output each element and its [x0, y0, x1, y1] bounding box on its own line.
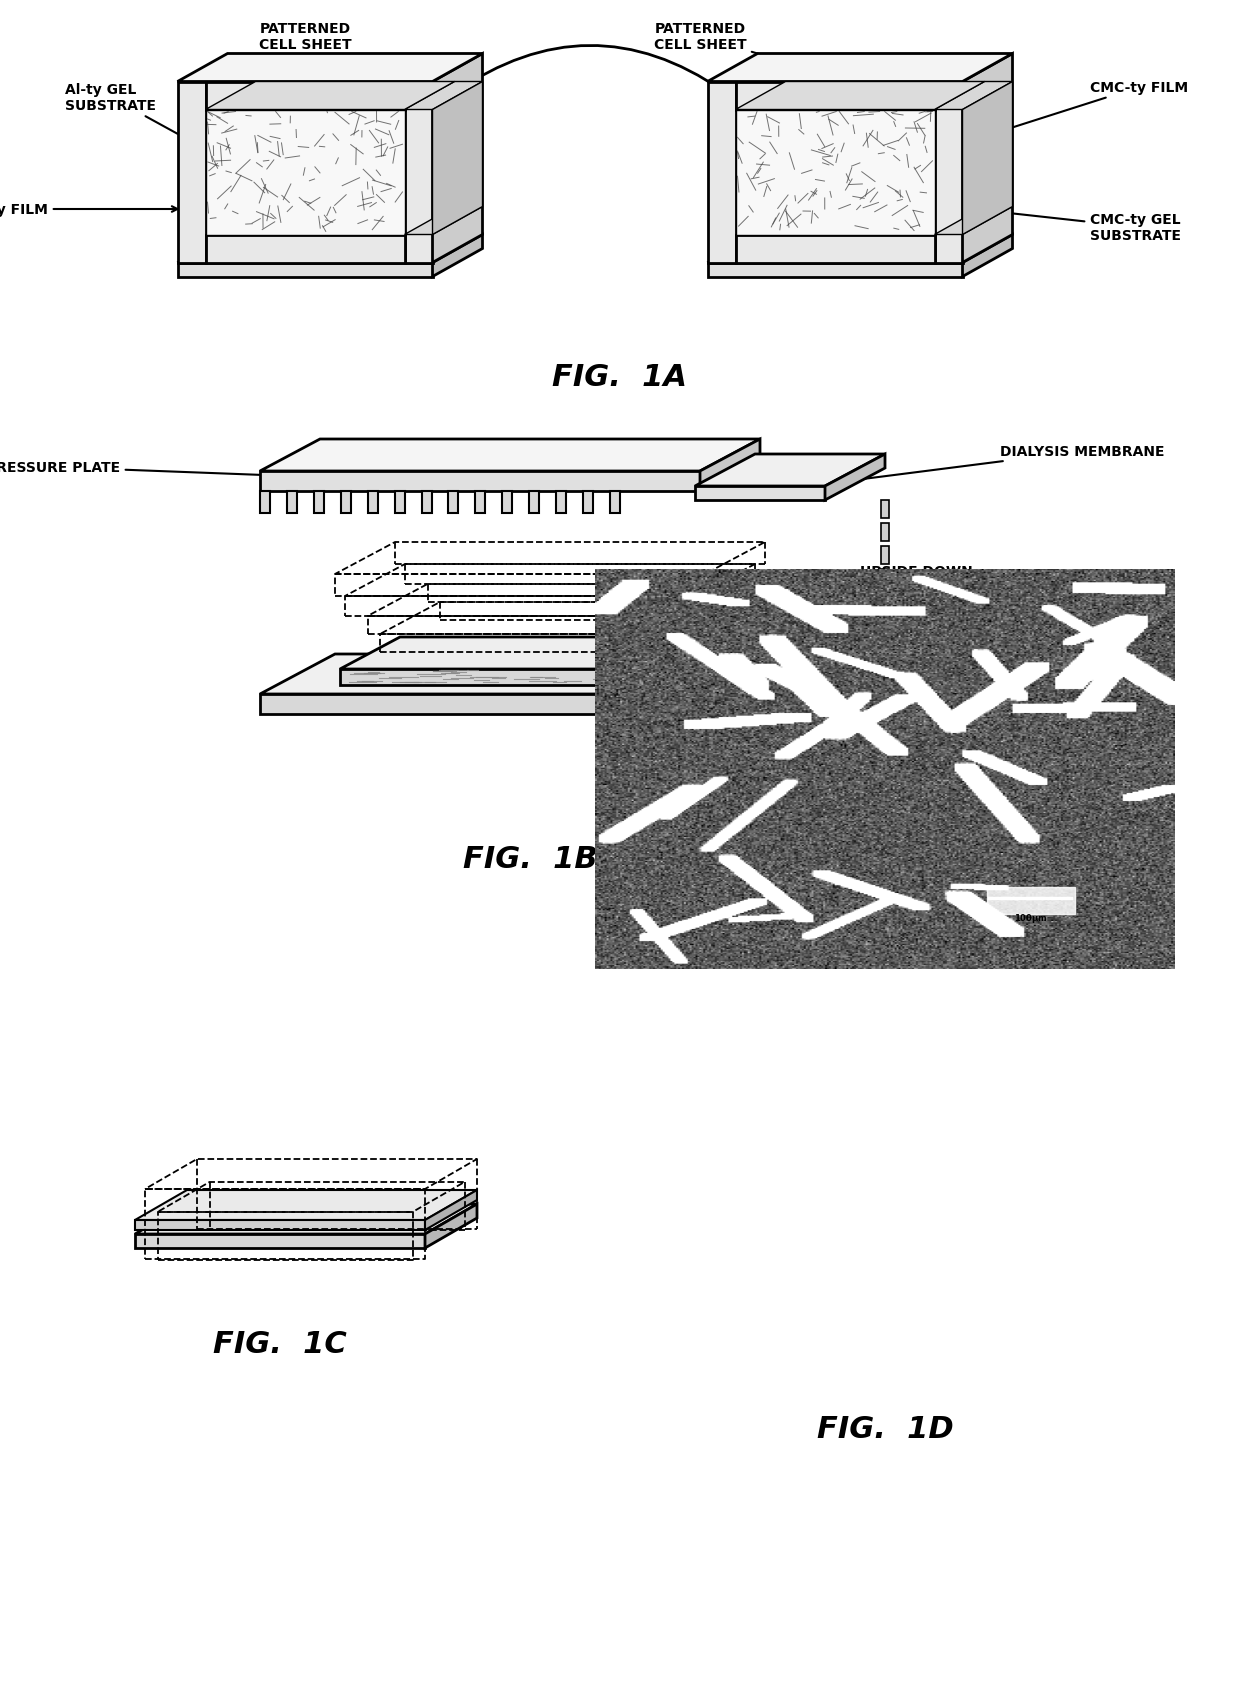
Polygon shape [425, 1204, 477, 1248]
Text: UPSIDE DOWN
Al-ty CONSTRUCT: UPSIDE DOWN Al-ty CONSTRUCT [605, 564, 997, 602]
Polygon shape [177, 82, 206, 263]
Polygon shape [935, 82, 962, 263]
Polygon shape [422, 491, 432, 513]
Polygon shape [735, 82, 985, 111]
Polygon shape [502, 491, 512, 513]
Text: FIG.  1A: FIG. 1A [553, 363, 687, 392]
Polygon shape [880, 569, 889, 588]
Polygon shape [689, 638, 750, 685]
Polygon shape [962, 235, 1013, 278]
Polygon shape [735, 235, 935, 263]
Polygon shape [735, 82, 935, 111]
Polygon shape [708, 235, 1013, 263]
Polygon shape [340, 638, 750, 670]
Polygon shape [449, 491, 459, 513]
Polygon shape [880, 616, 889, 634]
Polygon shape [880, 547, 889, 564]
Polygon shape [583, 491, 593, 513]
Polygon shape [708, 263, 962, 278]
Polygon shape [206, 235, 404, 263]
Polygon shape [260, 472, 701, 491]
Polygon shape [708, 82, 735, 263]
Polygon shape [529, 491, 539, 513]
Polygon shape [404, 82, 433, 263]
Polygon shape [368, 491, 378, 513]
Text: Al-ty FILM: Al-ty FILM [0, 203, 177, 217]
Polygon shape [135, 1234, 425, 1248]
Text: PRESSURE PLATE: PRESSURE PLATE [0, 460, 285, 479]
Text: 100$\mathregular{\mu}$m: 100$\mathregular{\mu}$m [1014, 912, 1048, 924]
Text: FIG.  1B: FIG. 1B [463, 846, 598, 875]
Polygon shape [433, 82, 482, 235]
Polygon shape [341, 491, 351, 513]
Text: CMC-ty FILM: CMC-ty FILM [1011, 80, 1188, 130]
Text: FIG.  1C: FIG. 1C [213, 1330, 347, 1359]
Polygon shape [760, 655, 835, 714]
Polygon shape [314, 491, 324, 513]
Text: CMC-ty GEL
SUBSTRATE: CMC-ty GEL SUBSTRATE [976, 210, 1180, 242]
Polygon shape [260, 655, 835, 694]
Text: DIALYSIS MEMBRANE: DIALYSIS MEMBRANE [858, 445, 1164, 481]
Polygon shape [962, 55, 1013, 263]
Text: Al-ty GEL
SUBSTRATE: Al-ty GEL SUBSTRATE [64, 84, 190, 142]
Polygon shape [260, 491, 270, 513]
Polygon shape [404, 82, 482, 111]
Text: FIG.  1D: FIG. 1D [817, 1415, 954, 1444]
Polygon shape [433, 55, 482, 263]
Polygon shape [177, 263, 433, 278]
Polygon shape [825, 455, 885, 501]
Polygon shape [880, 501, 889, 518]
Polygon shape [404, 208, 482, 235]
Polygon shape [425, 1190, 477, 1231]
Polygon shape [701, 440, 760, 491]
Polygon shape [557, 491, 567, 513]
Text: PATTERNED
CELL SHEET: PATTERNED CELL SHEET [653, 22, 832, 77]
Polygon shape [340, 670, 689, 685]
Polygon shape [880, 523, 889, 542]
Polygon shape [708, 55, 1013, 82]
Polygon shape [694, 486, 825, 501]
Polygon shape [433, 235, 482, 278]
Polygon shape [286, 491, 296, 513]
Polygon shape [880, 593, 889, 610]
Polygon shape [177, 235, 482, 263]
Polygon shape [880, 639, 889, 656]
Polygon shape [694, 455, 885, 486]
Polygon shape [206, 82, 404, 111]
Polygon shape [206, 111, 404, 235]
Bar [987, 888, 1075, 914]
Polygon shape [962, 82, 1013, 235]
Polygon shape [475, 491, 485, 513]
Polygon shape [935, 208, 1013, 235]
Polygon shape [177, 55, 482, 82]
Polygon shape [135, 1221, 425, 1231]
Polygon shape [935, 82, 1013, 111]
Polygon shape [735, 111, 935, 235]
Polygon shape [394, 491, 404, 513]
Polygon shape [206, 82, 455, 111]
Polygon shape [135, 1190, 477, 1221]
Text: PATTERNED
CELL SHEET: PATTERNED CELL SHEET [259, 22, 351, 75]
Polygon shape [260, 694, 760, 714]
Polygon shape [610, 491, 620, 513]
Polygon shape [135, 1204, 477, 1234]
Polygon shape [260, 440, 760, 472]
